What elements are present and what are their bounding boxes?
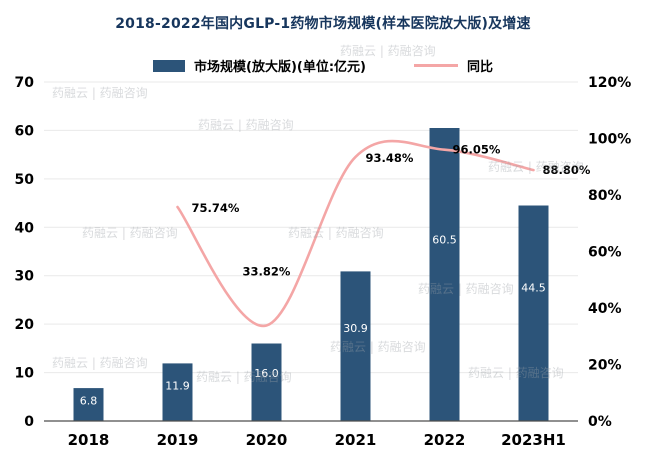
line-series-label: 同比 — [466, 60, 493, 75]
growth-point-label: 93.48% — [366, 151, 414, 165]
left-axis-tick-label: 10 — [15, 366, 35, 382]
bar-2020 — [251, 343, 282, 421]
right-axis-tick-label: 0% — [588, 414, 612, 430]
bar-2019 — [162, 363, 193, 421]
left-axis-tick-label: 0 — [24, 414, 34, 430]
x-axis-label: 2019 — [157, 431, 199, 449]
right-axis-ticks: 0% 20% 40% 60% 80% 100% 120% — [588, 75, 631, 430]
x-axis-label: 2021 — [335, 431, 377, 449]
bar-2022 — [429, 128, 460, 421]
legend: 市场规模(放大版)(单位:亿元) 同比 — [0, 56, 646, 75]
left-axis-tick-label: 60 — [15, 123, 35, 139]
left-axis-ticks: 0 10 20 30 40 50 60 70 — [15, 75, 35, 430]
right-axis-tick-label: 80% — [588, 188, 622, 204]
growth-point-labels: 75.74% 33.82% 93.48% 96.05% 88.80% — [192, 143, 591, 279]
growth-point-label: 88.80% — [543, 163, 591, 177]
bar-value-label: 44.5 — [521, 281, 546, 294]
bar-2018 — [73, 388, 104, 421]
left-axis-tick-label: 20 — [15, 317, 35, 333]
left-axis-tick-label: 70 — [15, 75, 35, 91]
right-axis-tick-label: 100% — [588, 132, 631, 148]
left-axis-tick-label: 30 — [15, 269, 35, 285]
legend-item-line-series: 同比 — [413, 56, 493, 75]
growth-line — [176, 139, 535, 327]
x-axis-labels: 2018 2019 2020 2021 2022 2023H1 — [68, 431, 566, 449]
x-axis-label: 2018 — [68, 431, 110, 449]
right-axis-tick-label: 20% — [588, 358, 622, 374]
growth-point-label: 33.82% — [243, 264, 291, 278]
right-axis-tick-label: 60% — [588, 245, 622, 261]
bar-value-label: 30.9 — [343, 322, 368, 335]
growth-point-label: 75.74% — [192, 201, 240, 215]
left-axis-tick-label: 40 — [15, 220, 35, 236]
right-axis-tick-label: 40% — [588, 301, 622, 317]
legend-item-bar-series: 市场规模(放大版)(单位:亿元) — [153, 56, 366, 75]
bar-2023H1 — [518, 205, 549, 421]
bar-value-label: 60.5 — [432, 233, 457, 246]
bar-series-swatch — [153, 59, 185, 72]
bar-value-label: 16.0 — [254, 367, 279, 380]
gridlines — [44, 81, 578, 374]
bar-value-labels: 6.8 11.9 16.0 30.9 60.5 44.5 — [80, 233, 546, 407]
bar-series-label: 市场规模(放大版)(单位:亿元) — [194, 60, 366, 75]
x-axis-label: 2020 — [246, 431, 288, 449]
x-axis-label: 2023H1 — [501, 431, 566, 449]
line-series-swatch — [413, 64, 458, 67]
bar-value-label: 11.9 — [165, 379, 190, 392]
chart-title: 2018-2022年国内GLP-1药物市场规模(样本医院放大版)及增速 — [115, 16, 531, 32]
bar-2021 — [340, 271, 371, 421]
bars — [73, 128, 549, 421]
left-axis-tick-label: 50 — [15, 172, 35, 188]
bar-value-label: 6.8 — [80, 395, 98, 408]
growth-point-label: 96.05% — [453, 143, 501, 157]
right-axis-tick-label: 120% — [588, 75, 631, 91]
x-axis-label: 2022 — [424, 431, 466, 449]
